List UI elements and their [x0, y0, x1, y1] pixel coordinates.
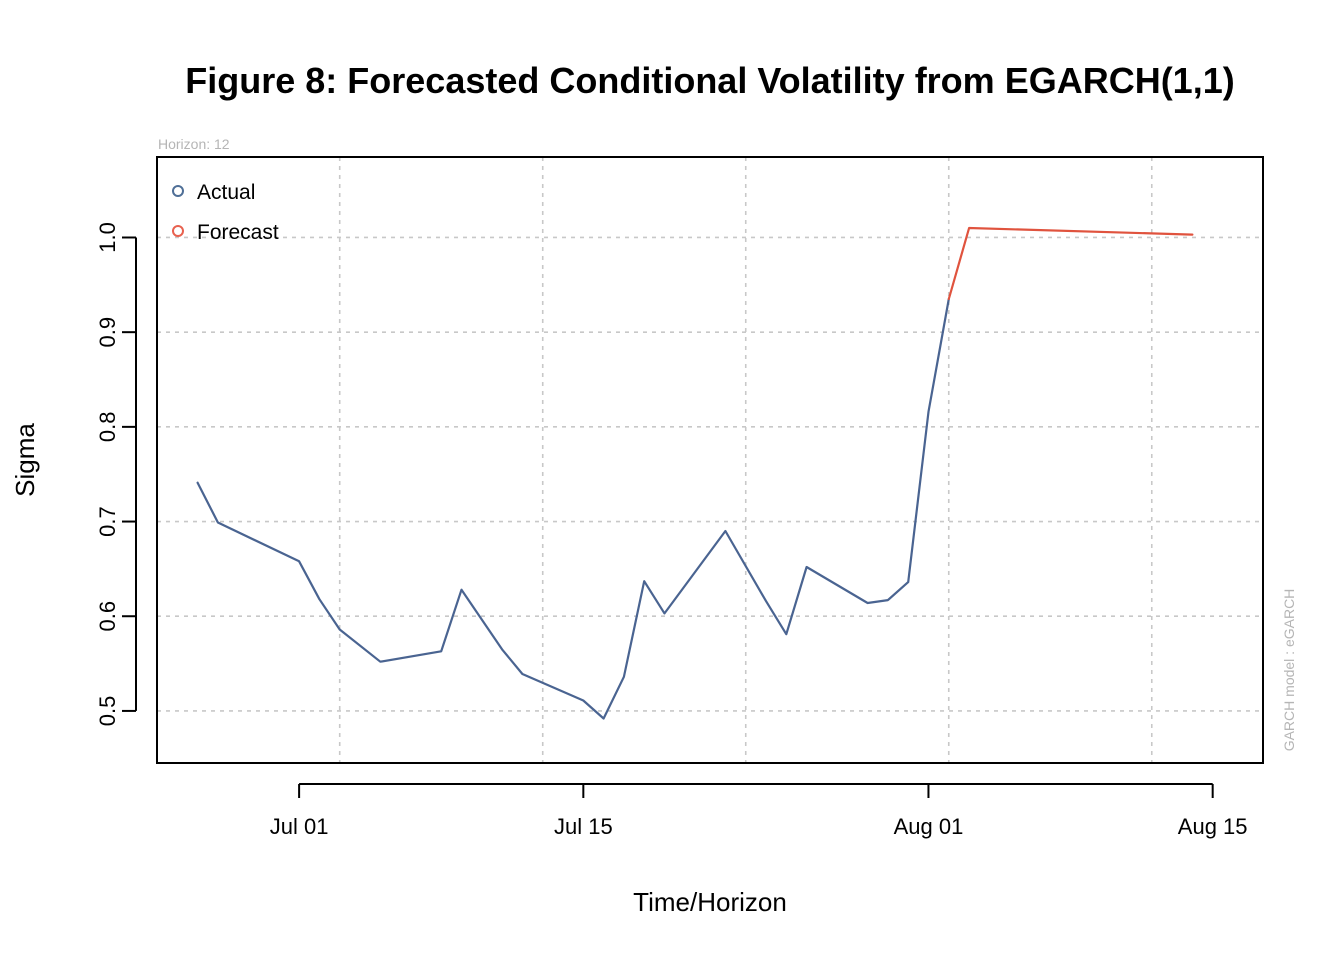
y-tick-label: 0.9	[95, 317, 120, 348]
chart-subtitle: Horizon: 12	[158, 136, 230, 152]
x-tick-label: Jul 15	[554, 814, 613, 839]
y-tick-label: 1.0	[95, 222, 120, 253]
chart-title: Figure 8: Forecasted Conditional Volatil…	[185, 60, 1234, 101]
y-tick-label: 0.7	[95, 506, 120, 537]
legend-label-actual: Actual	[197, 181, 255, 204]
y-axis: 0.5 0.6 0.7 0.8 0.9 1.0	[95, 222, 137, 727]
series-line-actual	[196, 297, 950, 720]
legend-marker-forecast	[172, 225, 184, 237]
x-axis-label: Time/Horizon	[633, 887, 787, 917]
model-note: GARCH model : eGARCH	[1281, 589, 1297, 752]
x-tick-label: Aug 01	[894, 814, 964, 839]
series-line-forecast	[947, 226, 1194, 301]
y-tick-label: 0.8	[95, 412, 120, 443]
y-axis-label: Sigma	[10, 423, 40, 497]
x-tick-label: Jul 01	[270, 814, 329, 839]
legend-label-forecast: Forecast	[197, 221, 279, 244]
x-axis: Jul 01 Jul 15 Aug 01 Aug 15	[270, 783, 1248, 839]
legend: Actual Forecast	[172, 181, 279, 244]
y-tick-label: 0.5	[95, 696, 120, 727]
series-lines	[196, 226, 1194, 720]
legend-marker-actual	[172, 185, 184, 197]
y-tick-label: 0.6	[95, 601, 120, 632]
plot-frame	[156, 156, 1264, 764]
x-tick-label: Aug 15	[1178, 814, 1248, 839]
grid-lines	[157, 157, 1263, 763]
